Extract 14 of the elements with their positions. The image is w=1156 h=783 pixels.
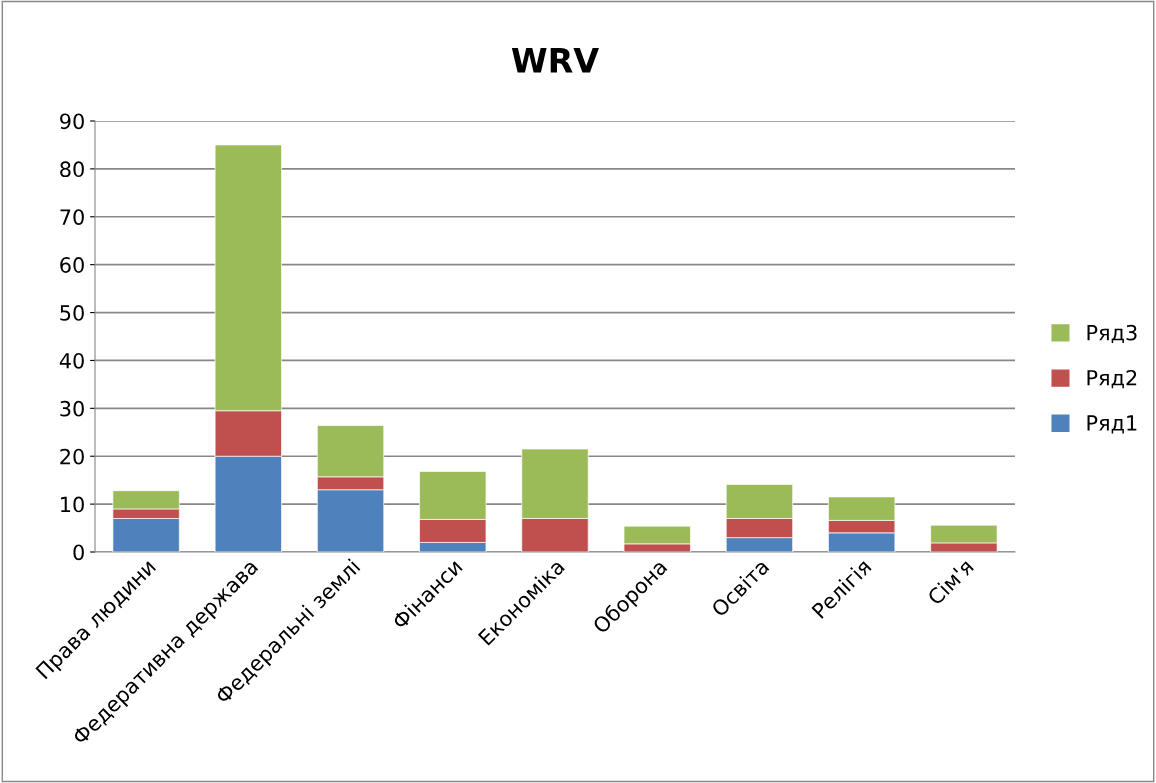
y-tick-label: 90 xyxy=(60,113,84,130)
legend-label: Ряд3 xyxy=(1087,324,1137,344)
y-tick-label: 60 xyxy=(60,257,84,273)
y-tick-label: 20 xyxy=(60,448,84,465)
y-tick-label: 50 xyxy=(60,305,84,321)
y-tick-label: 80 xyxy=(60,161,84,178)
y-tick-label: 30 xyxy=(60,400,84,417)
legend-label: Ряд1 xyxy=(1087,415,1137,434)
y-tick-label: 70 xyxy=(60,209,84,225)
y-tick-label: 10 xyxy=(61,496,84,513)
legend-label: Ряд2 xyxy=(1087,369,1137,389)
y-tick-label: 0 xyxy=(73,544,84,561)
chart-title: WRV xyxy=(511,48,599,73)
y-tick-label: 40 xyxy=(59,352,84,369)
